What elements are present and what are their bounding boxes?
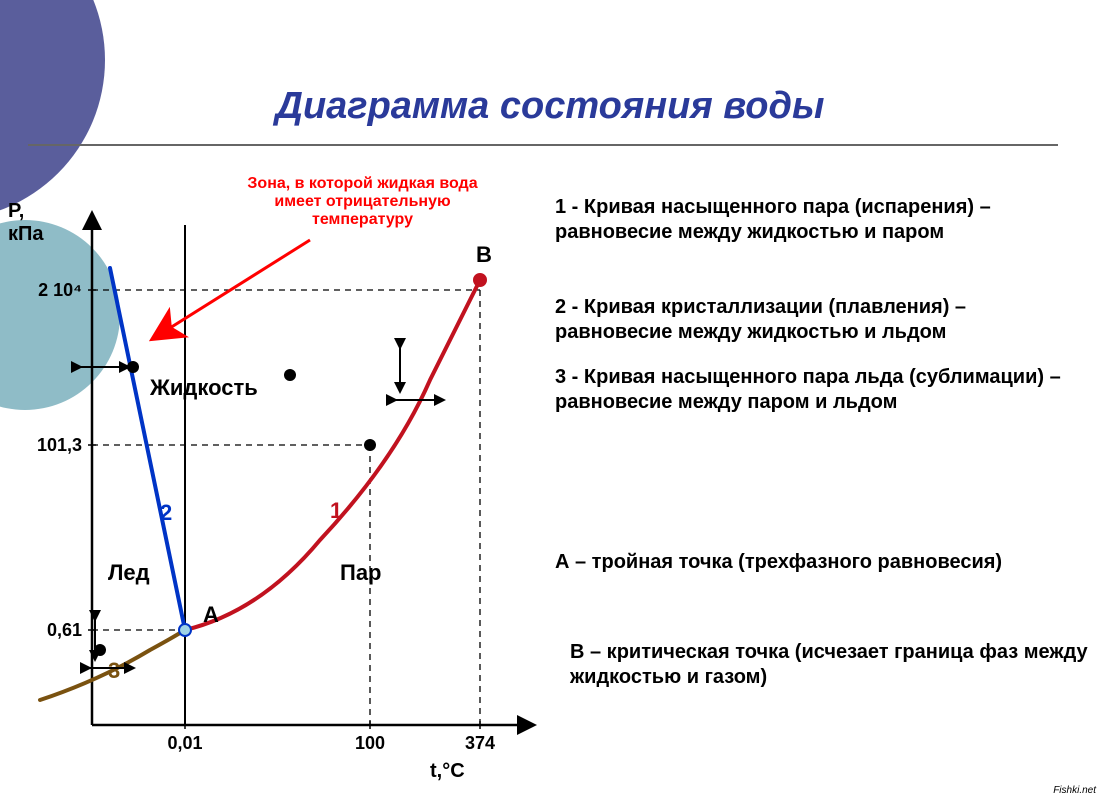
- svg-text:2 10⁴: 2 10⁴: [38, 280, 82, 300]
- legend-item: А – тройная точка (трехфазного равновеси…: [555, 550, 1085, 575]
- legend-item: В – критическая точка (исчезает граница …: [570, 640, 1100, 690]
- svg-text:1: 1: [330, 498, 342, 523]
- svg-text:100: 100: [355, 733, 385, 753]
- svg-text:A: A: [203, 602, 219, 627]
- legend-item: 2 - Кривая кристаллизации (плавления) – …: [555, 295, 1085, 345]
- svg-text:374: 374: [465, 733, 495, 753]
- svg-text:2: 2: [160, 500, 172, 525]
- legend-item: 1 - Кривая насыщенного пара (испарения) …: [555, 195, 1085, 245]
- watermark: Fishki.net: [1051, 785, 1098, 796]
- svg-text:Лед: Лед: [108, 560, 150, 585]
- svg-text:Пар: Пар: [340, 560, 382, 585]
- svg-text:В: В: [476, 242, 492, 267]
- svg-text:0,61: 0,61: [47, 620, 82, 640]
- svg-text:Жидкость: Жидкость: [149, 375, 258, 400]
- svg-text:0,01: 0,01: [167, 733, 202, 753]
- svg-text:3: 3: [108, 658, 120, 683]
- legend-item: 3 - Кривая насыщенного пара льда (сублим…: [555, 365, 1085, 415]
- svg-text:101,3: 101,3: [37, 435, 82, 455]
